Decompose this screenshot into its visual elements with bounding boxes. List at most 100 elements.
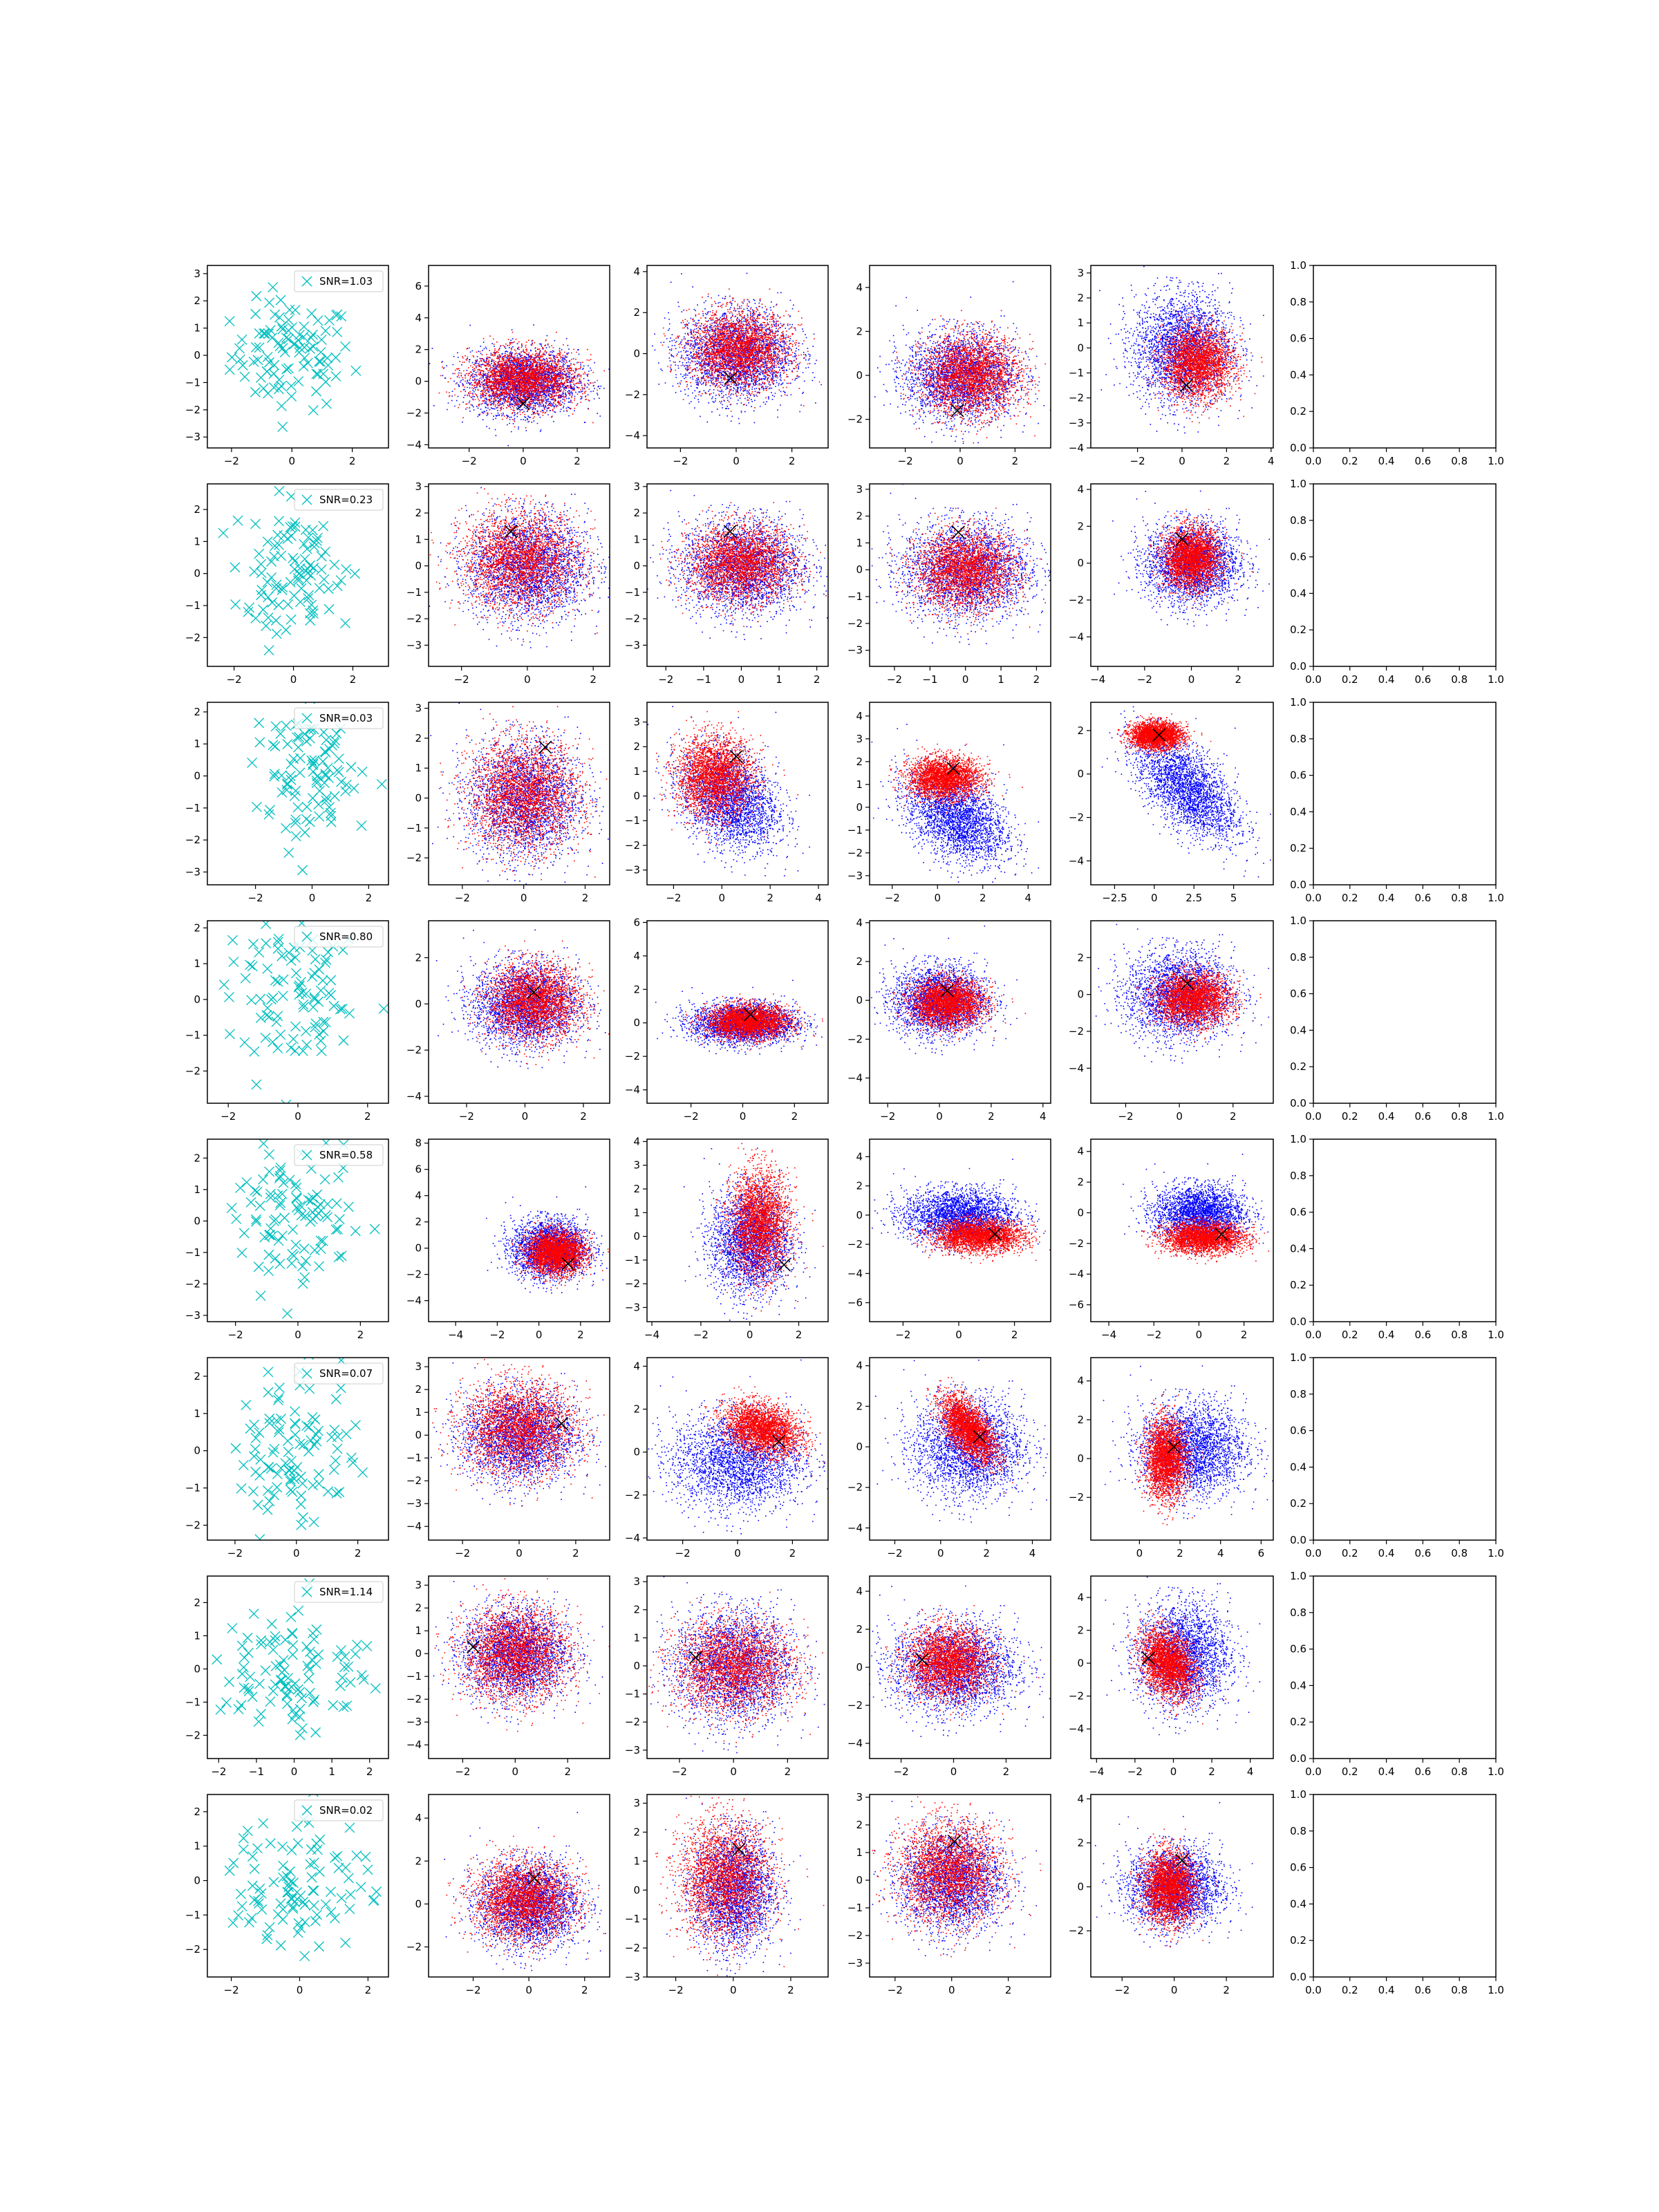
- sample-point: [279, 1656, 288, 1665]
- x-tick-label: −2: [455, 1547, 470, 1559]
- x-tick-label: 0.0: [1305, 1547, 1322, 1559]
- y-tick-label: 4: [856, 917, 863, 929]
- sample-point: [299, 1244, 309, 1253]
- sample-point: [290, 1407, 300, 1416]
- x-tick-label: 5: [1230, 892, 1237, 904]
- red-points: [660, 502, 856, 627]
- sample-point: [313, 316, 323, 326]
- plot-area: [427, 453, 649, 648]
- sample-point: [283, 599, 293, 609]
- x-tick-label: 0: [297, 1984, 303, 1996]
- sample-point: [337, 777, 346, 787]
- sample-point: [263, 1387, 273, 1397]
- y-tick-label: −3: [625, 864, 640, 877]
- sample-point: [254, 328, 264, 338]
- x-tick-label: 0: [290, 673, 297, 686]
- y-tick-label: 0.0: [1290, 442, 1306, 454]
- y-tick-label: 1: [194, 1840, 200, 1853]
- sample-point: [259, 1138, 268, 1148]
- y-tick-label: 0: [856, 1209, 863, 1221]
- sample-point: [308, 1215, 317, 1224]
- sample-point: [251, 309, 261, 319]
- y-tick-label: 0: [1077, 768, 1084, 780]
- y-tick-label: 0.4: [1290, 368, 1306, 381]
- sample-point: [289, 591, 299, 601]
- y-tick-label: −2: [1069, 392, 1084, 404]
- y-tick-label: −2: [406, 1693, 422, 1705]
- x-tick-label: 0.2: [1342, 1765, 1358, 1778]
- y-tick-label: 0.0: [1290, 1315, 1306, 1328]
- sample-point: [333, 1224, 343, 1234]
- sample-point: [256, 1709, 266, 1718]
- sample-point: [341, 787, 350, 796]
- x-tick-label: 0: [747, 1329, 753, 1341]
- y-tick-label: 2: [1077, 951, 1084, 964]
- sample-point: [299, 332, 308, 341]
- legend-label: SNR=0.80: [319, 930, 373, 943]
- plot-area: [626, 1360, 847, 1535]
- sample-point: [254, 948, 264, 957]
- y-tick-label: 0.4: [1290, 1897, 1306, 1910]
- sample-point: [259, 605, 268, 615]
- y-tick-label: 4: [1077, 1792, 1084, 1805]
- sample-point: [288, 1628, 297, 1638]
- sample-point: [309, 1517, 319, 1527]
- x-tick-label: −4: [448, 1329, 463, 1341]
- y-tick-label: 8: [415, 1137, 422, 1150]
- x-tick-label: 0: [733, 455, 740, 467]
- y-tick-label: 0: [194, 993, 200, 1006]
- sample-point: [276, 771, 286, 780]
- sample-point: [236, 1483, 246, 1493]
- y-tick-label: 3: [415, 480, 422, 493]
- x-tick-label: 0.8: [1451, 1329, 1468, 1341]
- sample-point: [265, 1418, 274, 1428]
- sample-point: [326, 1907, 336, 1917]
- sample-point: [339, 1035, 348, 1045]
- y-tick-label: −2: [185, 1729, 200, 1741]
- x-tick-label: −2: [1114, 1984, 1130, 1996]
- sample-point: [283, 1674, 293, 1683]
- x-tick-label: 0.2: [1342, 455, 1358, 467]
- x-tick-label: −2: [684, 1110, 699, 1123]
- x-tick-label: 0: [520, 455, 527, 467]
- y-tick-label: −2: [625, 1489, 640, 1501]
- y-tick-label: −4: [847, 1521, 863, 1534]
- sample-point: [330, 560, 339, 570]
- sample-point: [272, 629, 281, 639]
- red-points: [703, 1387, 845, 1477]
- blue-points: [642, 257, 830, 424]
- x-tick-label: −2: [672, 1765, 687, 1778]
- y-tick-label: 4: [1077, 1375, 1084, 1387]
- sample-point: [317, 552, 326, 561]
- axes-frame: [207, 1139, 388, 1322]
- blue-points: [1103, 1349, 1281, 1521]
- sample-point: [344, 1873, 353, 1883]
- x-tick-label: 0: [536, 1329, 543, 1341]
- sample-point: [264, 1150, 274, 1159]
- x-tick-label: 2: [1033, 673, 1040, 686]
- sample-point: [252, 1080, 261, 1089]
- x-tick-label: −2: [455, 1765, 470, 1778]
- blue-points: [1100, 682, 1271, 877]
- y-tick-label: 0: [194, 1215, 200, 1227]
- x-tick-label: 0.2: [1342, 673, 1358, 686]
- y-tick-label: 0: [856, 1661, 863, 1674]
- sample-point: [254, 1428, 264, 1438]
- y-tick-label: 2: [194, 503, 200, 516]
- red-points: [439, 706, 644, 888]
- y-tick-label: 2: [1077, 1837, 1084, 1849]
- plot-area: [427, 1556, 629, 1732]
- x-tick-label: 2: [364, 1110, 371, 1123]
- x-tick-label: −2: [221, 1110, 236, 1123]
- sample-point: [253, 355, 263, 365]
- sample-point: [320, 747, 330, 756]
- sample-point: [293, 1928, 303, 1938]
- sample-point: [270, 1680, 280, 1689]
- x-tick-label: 0: [288, 455, 295, 467]
- sample-point: [357, 767, 367, 776]
